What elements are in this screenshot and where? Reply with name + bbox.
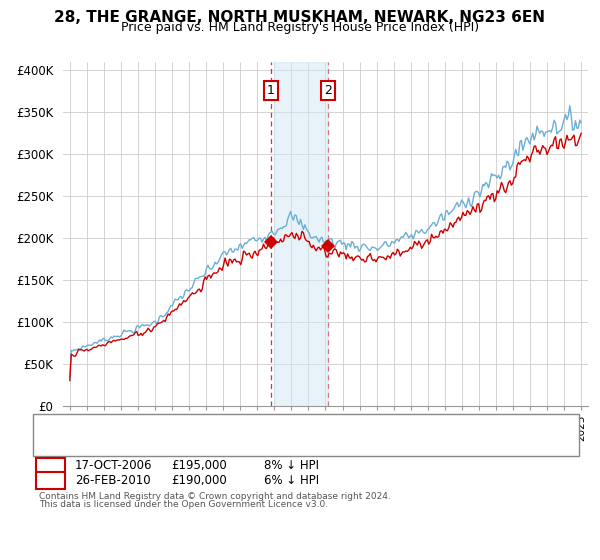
Text: 28, THE GRANGE, NORTH MUSKHAM, NEWARK, NG23 6EN: 28, THE GRANGE, NORTH MUSKHAM, NEWARK, N… — [55, 10, 545, 25]
Text: 26-FEB-2010: 26-FEB-2010 — [75, 474, 151, 487]
Text: 1: 1 — [267, 85, 275, 97]
Text: Price paid vs. HM Land Registry's House Price Index (HPI): Price paid vs. HM Land Registry's House … — [121, 21, 479, 34]
Text: Contains HM Land Registry data © Crown copyright and database right 2024.: Contains HM Land Registry data © Crown c… — [39, 492, 391, 501]
Text: 2: 2 — [47, 474, 54, 487]
Text: 17-OCT-2006: 17-OCT-2006 — [75, 459, 152, 473]
Text: HPI: Average price, detached house, Newark and Sherwood: HPI: Average price, detached house, Newa… — [93, 429, 403, 439]
Text: 28, THE GRANGE, NORTH MUSKHAM, NEWARK, NG23 6EN (detached house): 28, THE GRANGE, NORTH MUSKHAM, NEWARK, N… — [93, 419, 487, 429]
Bar — [274, 62, 328, 406]
Text: 2: 2 — [324, 85, 332, 97]
Text: This data is licensed under the Open Government Licence v3.0.: This data is licensed under the Open Gov… — [39, 500, 328, 509]
Text: 8% ↓ HPI: 8% ↓ HPI — [264, 459, 319, 473]
Text: £190,000: £190,000 — [171, 474, 227, 487]
Text: 6% ↓ HPI: 6% ↓ HPI — [264, 474, 319, 487]
Text: £195,000: £195,000 — [171, 459, 227, 473]
Text: 1: 1 — [47, 459, 54, 473]
